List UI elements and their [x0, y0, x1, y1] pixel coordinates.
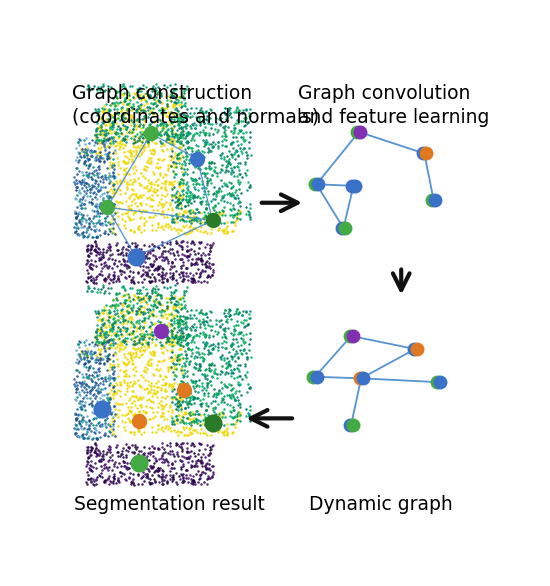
Text: Dynamic graph: Dynamic graph: [309, 495, 453, 514]
Text: Graph convolution
and feature learning: Graph convolution and feature learning: [298, 84, 490, 127]
Text: Graph construction
(coordinates and normals): Graph construction (coordinates and norm…: [72, 84, 319, 127]
Text: Segmentation result: Segmentation result: [74, 495, 265, 514]
